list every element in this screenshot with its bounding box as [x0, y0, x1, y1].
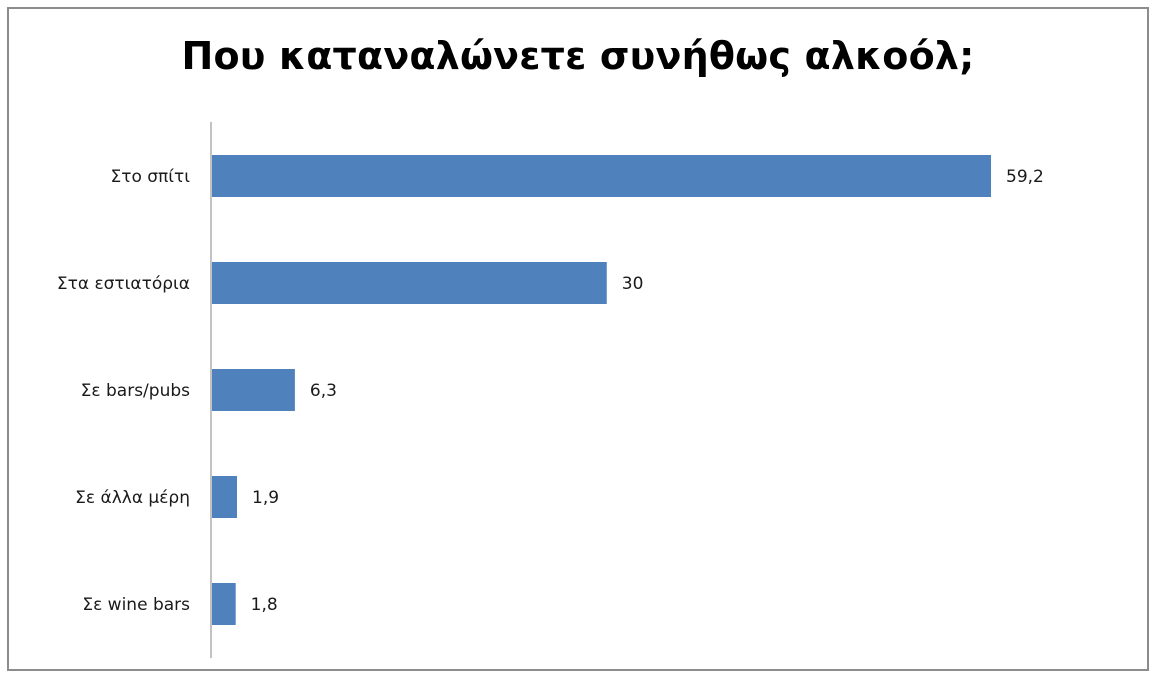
bar [212, 583, 236, 625]
data-label: 59,2 [1006, 167, 1044, 187]
data-label: 30 [622, 274, 644, 294]
chart-title: Που καταναλώνετε συνήθως αλκοόλ; [181, 34, 975, 78]
category-label: Σε wine bars [82, 595, 190, 615]
bar [212, 262, 607, 304]
data-label: 1,9 [252, 488, 279, 508]
chart-frame [7, 7, 1149, 671]
category-label: Σε άλλα μέρη [75, 488, 190, 508]
bar [212, 369, 295, 411]
bars-group: Στο σπίτι 59,2 Στα εστιατόρια 30 Σε bars/pub… [57, 155, 1044, 625]
data-label: 1,8 [251, 595, 278, 615]
bar [212, 476, 238, 518]
bar [212, 155, 991, 197]
data-label: 6,3 [310, 381, 337, 401]
category-label: Στο σπίτι [110, 167, 190, 187]
category-label: Στα εστιατόρια [57, 274, 190, 294]
category-label: Σε bars/pubs [81, 381, 190, 401]
